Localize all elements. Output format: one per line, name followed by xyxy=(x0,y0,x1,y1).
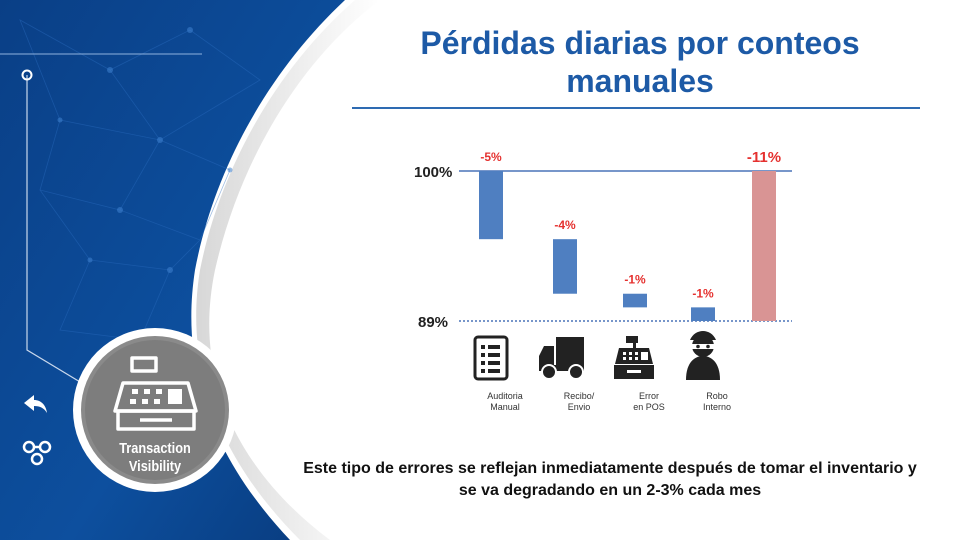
truck-icon xyxy=(539,337,584,380)
waterfall-bar-label-1: -5% xyxy=(480,150,502,164)
thief-icon xyxy=(686,331,720,380)
waterfall-bar-label-2: -4% xyxy=(554,218,576,232)
transaction-visibility-badge xyxy=(73,328,237,492)
category-label-1: Auditoria Manual xyxy=(487,391,523,412)
end-value-label: 89% xyxy=(418,314,448,331)
share-nodes-icon[interactable] xyxy=(22,438,52,466)
start-value-label: 100% xyxy=(414,164,452,181)
cash-register-icon xyxy=(113,356,198,431)
waterfall-bar-2 xyxy=(553,239,577,294)
category-label-4: Robo Interno xyxy=(702,391,732,412)
waterfall-bar-3 xyxy=(623,293,647,308)
waterfall-chart-svg: 100% 89% -5% -4% -1% -1% -11% xyxy=(414,149,792,381)
slide-footnote: Este tipo de errores se reflejan inmedia… xyxy=(303,460,917,499)
badge-label-line2: Visibility xyxy=(128,458,182,475)
waterfall-chart: 100% 89% -5% -4% -1% -1% -11% Auditoria Manual… xyxy=(384,140,824,430)
slide-title: Pérdidas diarias por conteos manuales xyxy=(420,25,860,99)
waterfall-bar-1 xyxy=(479,171,503,240)
back-arrow-icon[interactable] xyxy=(22,392,50,416)
title-underline xyxy=(352,107,920,109)
waterfall-total-label: -11% xyxy=(747,149,781,166)
badge-label-line1: Transaction xyxy=(119,440,191,457)
waterfall-bar-label-4: -1% xyxy=(692,286,714,300)
waterfall-bar-label-3: -1% xyxy=(624,273,646,287)
checklist-icon xyxy=(473,335,509,381)
cash-register-icon xyxy=(614,336,654,379)
category-label-2: Recibo/ Envio xyxy=(563,391,595,412)
category-label-3: Error en POS xyxy=(633,391,665,412)
waterfall-bar-4 xyxy=(691,307,715,321)
waterfall-total-bar xyxy=(752,171,776,321)
